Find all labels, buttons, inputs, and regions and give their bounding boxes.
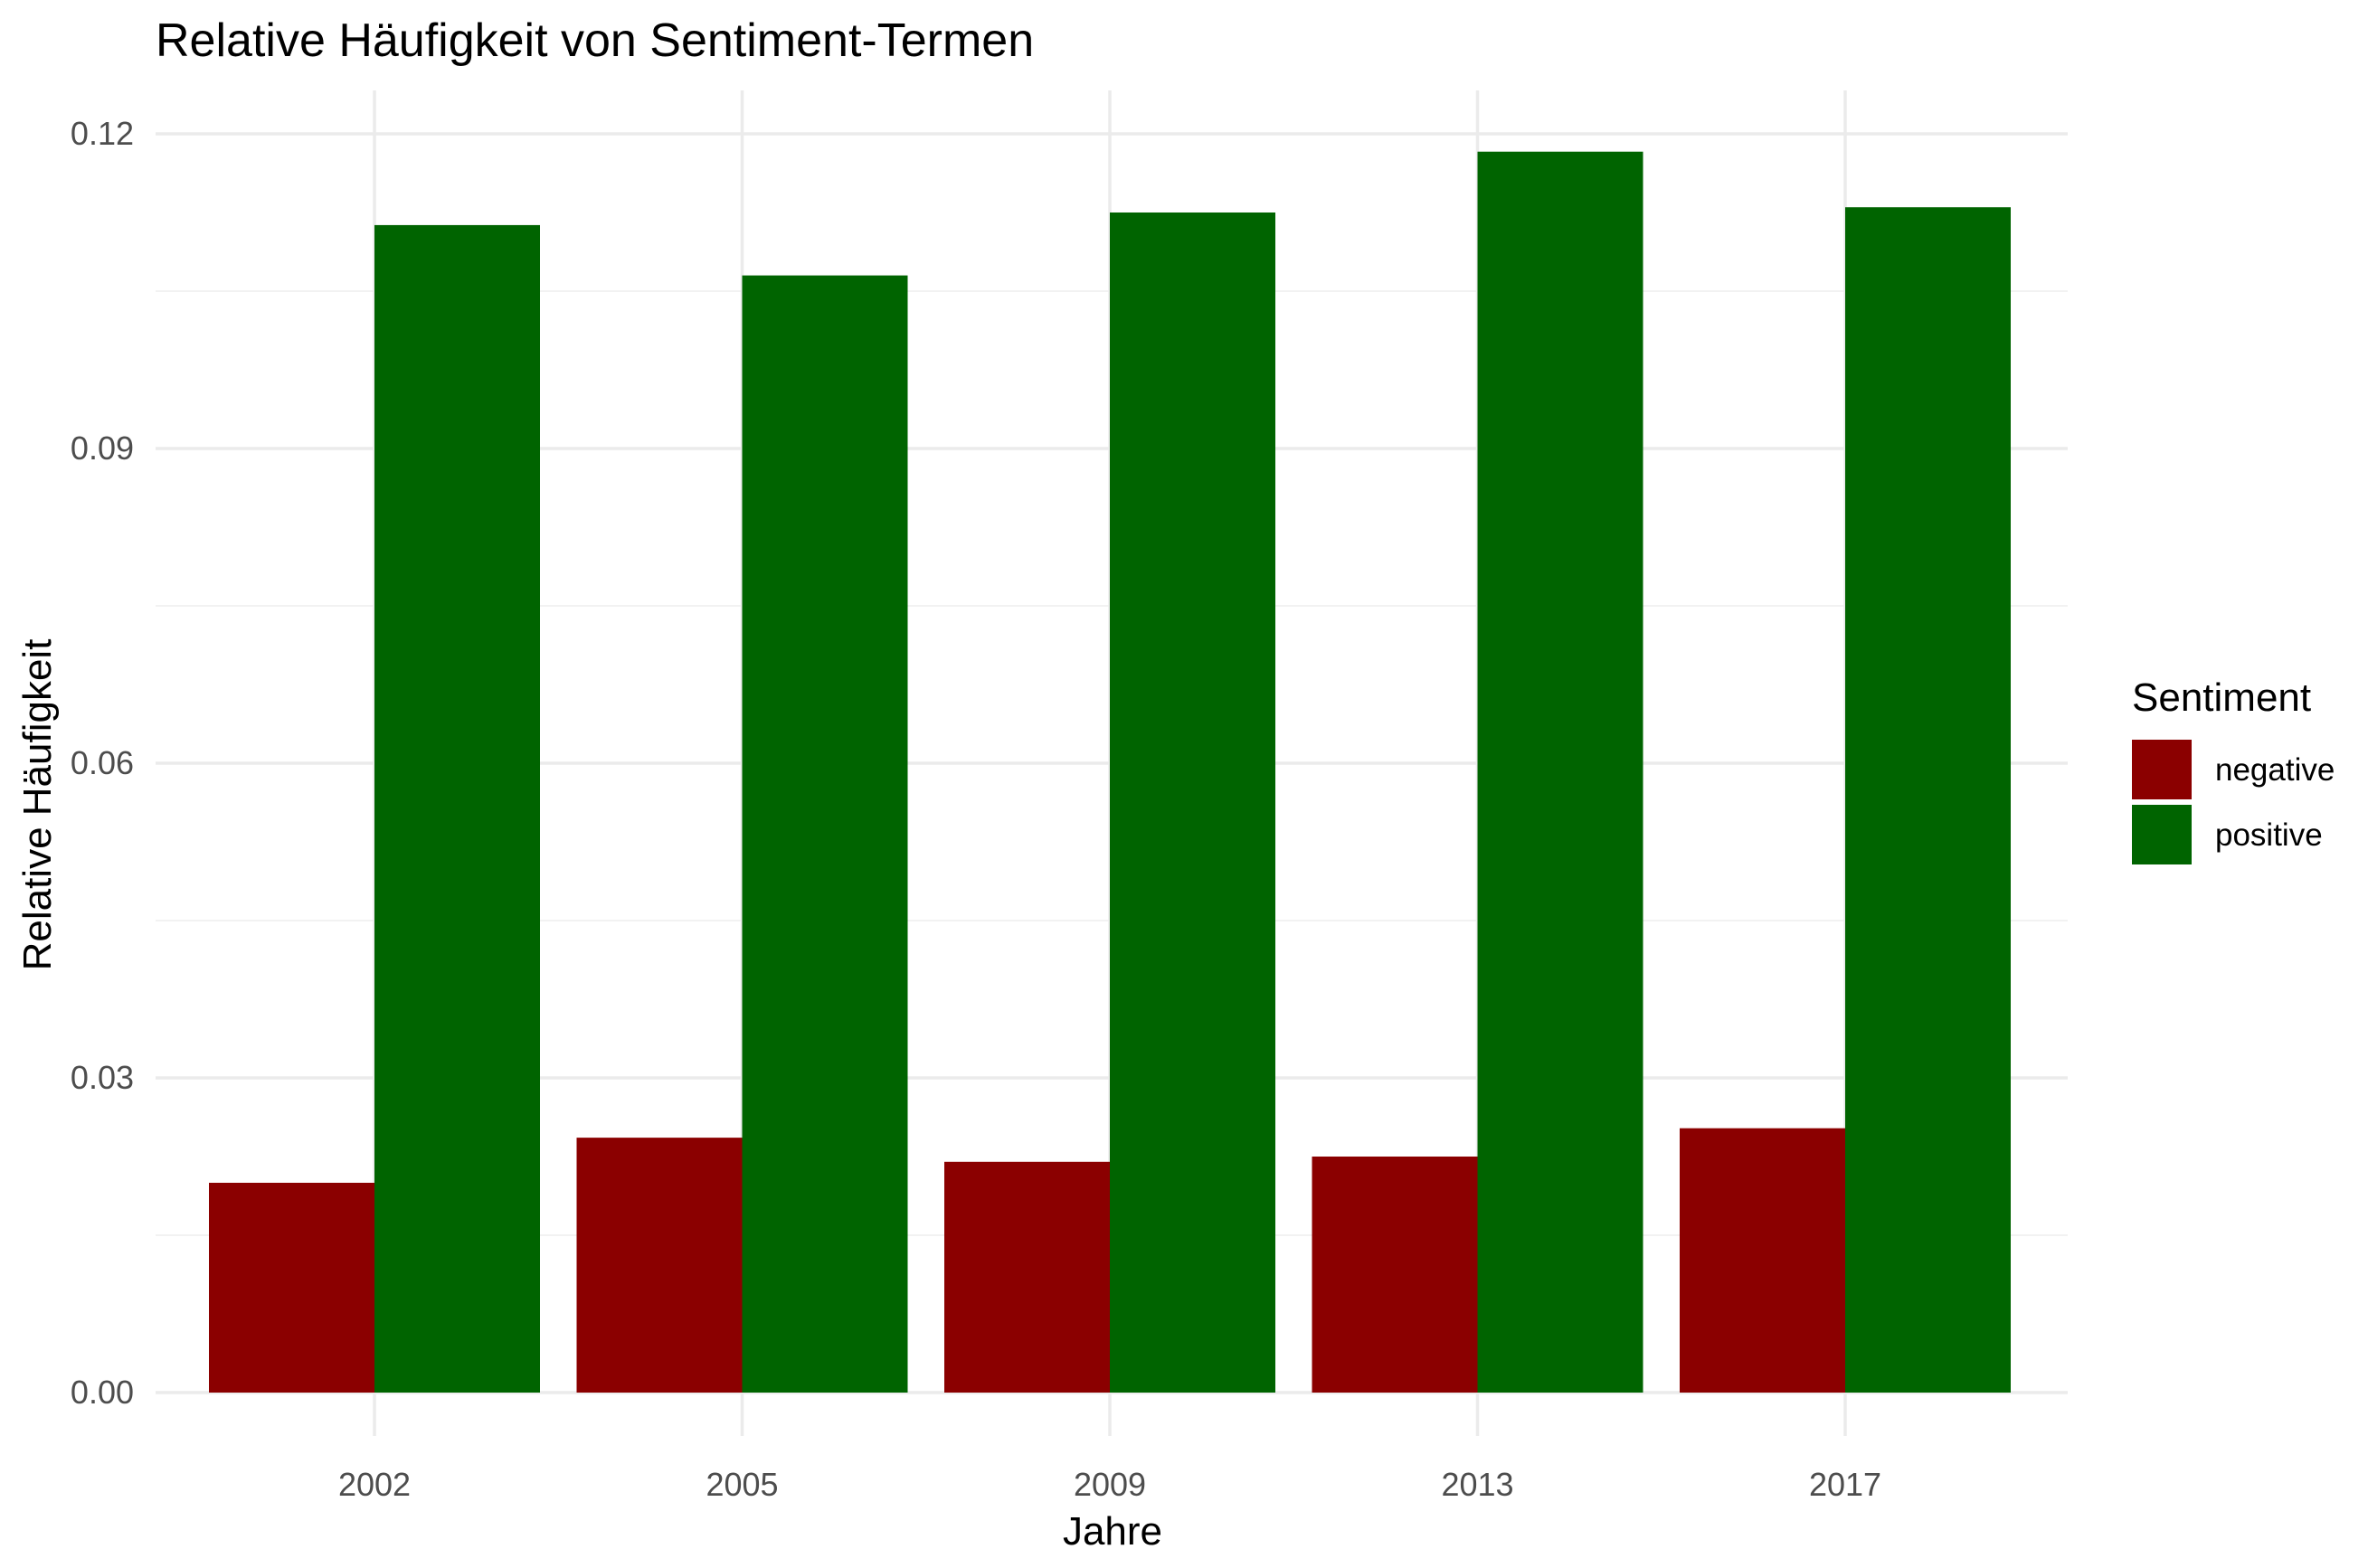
x-tick-label: 2013: [1441, 1466, 1513, 1503]
bar-positive-2002: [374, 224, 540, 1393]
y-tick-label: 0.00: [71, 1374, 134, 1411]
bar-positive-2013: [1477, 151, 1643, 1393]
bar-negative-2005: [576, 1138, 743, 1393]
legend: Sentiment negative positive: [2132, 675, 2335, 864]
y-tick-label: 0.12: [71, 115, 134, 152]
y-tick-label: 0.06: [71, 744, 134, 781]
chart-title: Relative Häufigkeit von Sentiment-Termen: [156, 14, 1034, 67]
y-tick-label: 0.09: [71, 430, 134, 467]
y-axis-label: Relative Häufigkeit: [15, 639, 60, 971]
y-axis-ticks: 0.00 0.03 0.06 0.09 0.12: [71, 115, 134, 1411]
x-tick-label: 2005: [706, 1466, 778, 1503]
y-tick-label: 0.03: [71, 1059, 134, 1096]
x-axis-label: Jahre: [1063, 1509, 1162, 1554]
x-axis-ticks: 2002 2005 2009 2013 2017: [338, 1466, 1881, 1503]
bar-positive-2005: [742, 275, 908, 1393]
bar-positive-2009: [1110, 213, 1275, 1393]
legend-label-negative: negative: [2215, 752, 2335, 788]
legend-key-positive: [2132, 805, 2192, 864]
bar-positive-2017: [1845, 207, 2011, 1393]
x-tick-label: 2002: [338, 1466, 411, 1503]
x-tick-label: 2009: [1074, 1466, 1146, 1503]
legend-title: Sentiment: [2132, 675, 2311, 720]
legend-key-negative: [2132, 740, 2192, 799]
x-tick-label: 2017: [1809, 1466, 1881, 1503]
bar-negative-2002: [209, 1183, 374, 1393]
bar-negative-2013: [1312, 1157, 1478, 1393]
legend-label-positive: positive: [2215, 817, 2323, 853]
bars: [209, 151, 2011, 1393]
bar-negative-2009: [944, 1161, 1110, 1393]
bar-negative-2017: [1680, 1128, 1845, 1393]
